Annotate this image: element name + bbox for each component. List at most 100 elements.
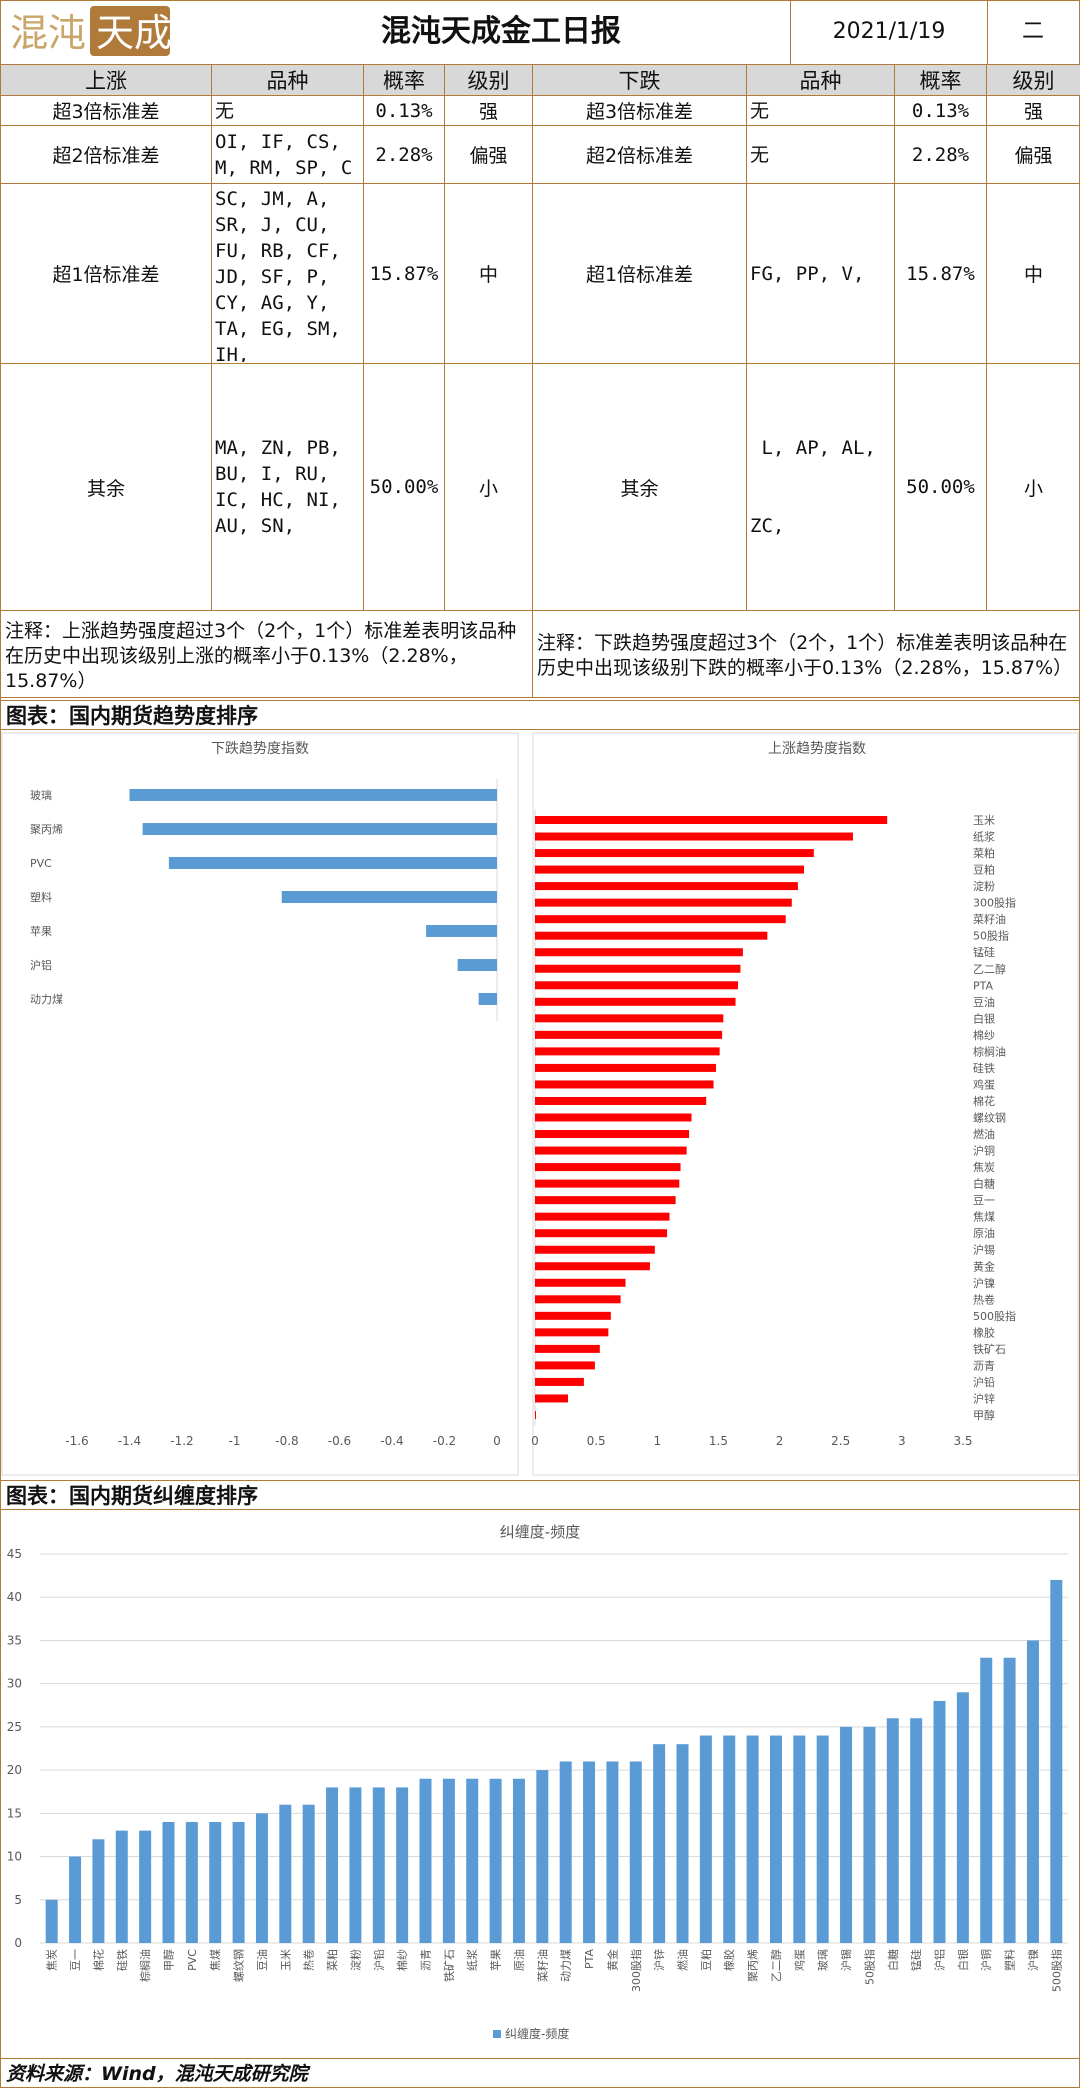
x-category-label: 铁矿石 (443, 1949, 456, 1982)
y-tick-label: 15 (7, 1806, 22, 1820)
trend-level-table: 上涨 品种 概率 级别 下跌 品种 概率 级别 超3倍标准差 无 0.13% 强… (0, 64, 1080, 698)
svg-text:混沌: 混沌 (10, 11, 86, 55)
entangle-legend: 纠缠度-频度 (493, 2026, 569, 2041)
entangle-bar-白糖 (887, 1718, 899, 1943)
report-weekday: 二 (986, 0, 1080, 64)
x-category-label: 沪铝 (933, 1949, 947, 1971)
x-category-label: 豆油 (255, 1949, 269, 1971)
variety-line: MA, ZN, PB, (215, 435, 363, 461)
variety-line: L, AP, AL, (750, 435, 894, 461)
report-title: 混沌天成金工日报 (212, 0, 790, 64)
y-tick-label: 30 (7, 1677, 22, 1691)
up-category-label: 原油 (973, 1226, 995, 1240)
row-level: 超2倍标准差 (533, 126, 747, 184)
up-category-label: 沪锌 (973, 1391, 995, 1405)
up-bar-橡胶 (535, 1328, 608, 1336)
up-category-label: 豆粕 (973, 863, 995, 877)
x-category-label: 苹果 (489, 1949, 503, 1971)
entangle-bar-塑料 (1004, 1658, 1016, 1943)
entangle-bar-铁矿石 (443, 1779, 455, 1943)
up-bar-300股指 (535, 899, 792, 907)
entangle-bar-PVC (186, 1822, 198, 1943)
up-bar-沪铜 (535, 1147, 687, 1155)
row-grade: 小 (445, 364, 533, 611)
variety-line: BU, I, RU, (215, 461, 363, 487)
x-category-label: PVC (186, 1949, 199, 1971)
x-category-label: 棉纱 (395, 1949, 409, 1971)
up-bar-沪镍 (535, 1279, 625, 1287)
x-category-label: 纸浆 (465, 1949, 479, 1971)
up-category-label: 玉米 (973, 814, 995, 827)
down-category-label: 玻璃 (30, 788, 52, 802)
up-category-label: 沪铅 (973, 1375, 995, 1389)
up-bar-沪锌 (535, 1394, 568, 1402)
entangle-bar-300股指 (630, 1761, 642, 1943)
table-row: 超3倍标准差 无 0.13% 强 超3倍标准差 无 0.13% 强 (1, 96, 1080, 126)
up-tick-label: 0 (531, 1434, 539, 1448)
up-category-label: 沥青 (973, 1359, 995, 1372)
up-bar-豆一 (535, 1196, 676, 1204)
down-category-label: 聚丙烯 (30, 823, 63, 836)
up-bar-豆油 (535, 998, 736, 1006)
x-category-label: 菜粕 (325, 1949, 339, 1971)
up-category-label: 黄金 (973, 1259, 995, 1273)
variety-line: SR, J, CU, (215, 212, 363, 238)
up-category-label: 焦炭 (973, 1161, 995, 1174)
report-date: 2021/1/19 (790, 0, 988, 64)
up-category-label: 乙二醇 (973, 962, 1006, 976)
x-category-label: 50股指 (862, 1949, 876, 1985)
header-up-variety: 品种 (212, 65, 364, 96)
up-category-label: 豆油 (973, 995, 995, 1009)
entangle-chart-title: 纠缠度-频度 (500, 1523, 580, 1541)
up-category-label: 铁矿石 (973, 1343, 1006, 1356)
variety-line: M, RM, SP, C (215, 155, 363, 181)
up-category-label: 热卷 (973, 1292, 995, 1306)
row-level: 超2倍标准差 (1, 126, 212, 184)
variety-line: 无 (215, 98, 363, 124)
up-category-label: 50股指 (973, 929, 1009, 943)
variety-line: 无 (750, 98, 894, 124)
down-varieties: 无 (747, 126, 895, 184)
entangle-bar-50股指 (863, 1727, 875, 1943)
entangle-bar-棕榈油 (139, 1831, 151, 1943)
up-category-label: 纸浆 (973, 830, 995, 844)
up-bar-棉花 (535, 1097, 706, 1105)
up-category-label: 菜籽油 (973, 912, 1006, 926)
x-category-label: 甲醇 (162, 1949, 176, 1971)
up-category-label: PTA (973, 979, 993, 992)
up-category-label: 沪锡 (973, 1243, 995, 1257)
up-bar-鸡蛋 (535, 1080, 714, 1088)
row-grade: 小 (987, 364, 1080, 611)
row-grade: 强 (987, 96, 1080, 126)
up-bar-锰硅 (535, 948, 743, 956)
up-bar-豆粕 (535, 866, 804, 874)
row-grade: 偏强 (445, 126, 533, 184)
down-tick-label: -1 (229, 1434, 241, 1448)
up-bar-热卷 (535, 1295, 621, 1303)
x-category-label: 黄金 (605, 1949, 619, 1971)
entangle-bar-沪铅 (373, 1787, 385, 1943)
row-level: 超3倍标准差 (1, 96, 212, 126)
down-category-label: PVC (30, 857, 52, 870)
entangle-bar-玉米 (279, 1805, 291, 1943)
entangle-bar-锰硅 (910, 1718, 922, 1943)
row-grade: 中 (987, 184, 1080, 364)
up-category-label: 橡胶 (973, 1325, 995, 1339)
row-grade: 中 (445, 184, 533, 364)
down-tick-label: -0.2 (433, 1434, 456, 1448)
up-bar-50股指 (535, 932, 767, 940)
y-tick-label: 0 (14, 1936, 22, 1950)
up-bar-菜粕 (535, 849, 814, 857)
x-category-label: 硅铁 (116, 1949, 129, 1971)
row-prob: 0.13% (895, 96, 987, 126)
down-bar-玻璃 (130, 789, 498, 801)
entangle-bar-聚丙烯 (747, 1736, 759, 1943)
y-tick-label: 25 (7, 1720, 22, 1734)
x-category-label: 棉花 (91, 1949, 105, 1971)
up-tick-label: 0.5 (587, 1434, 606, 1448)
row-prob: 0.13% (364, 96, 445, 126)
down-bar-PVC (169, 857, 497, 869)
entangle-bar-玻璃 (817, 1736, 829, 1943)
up-bar-甲醇 (535, 1411, 536, 1419)
y-tick-label: 20 (7, 1763, 22, 1777)
